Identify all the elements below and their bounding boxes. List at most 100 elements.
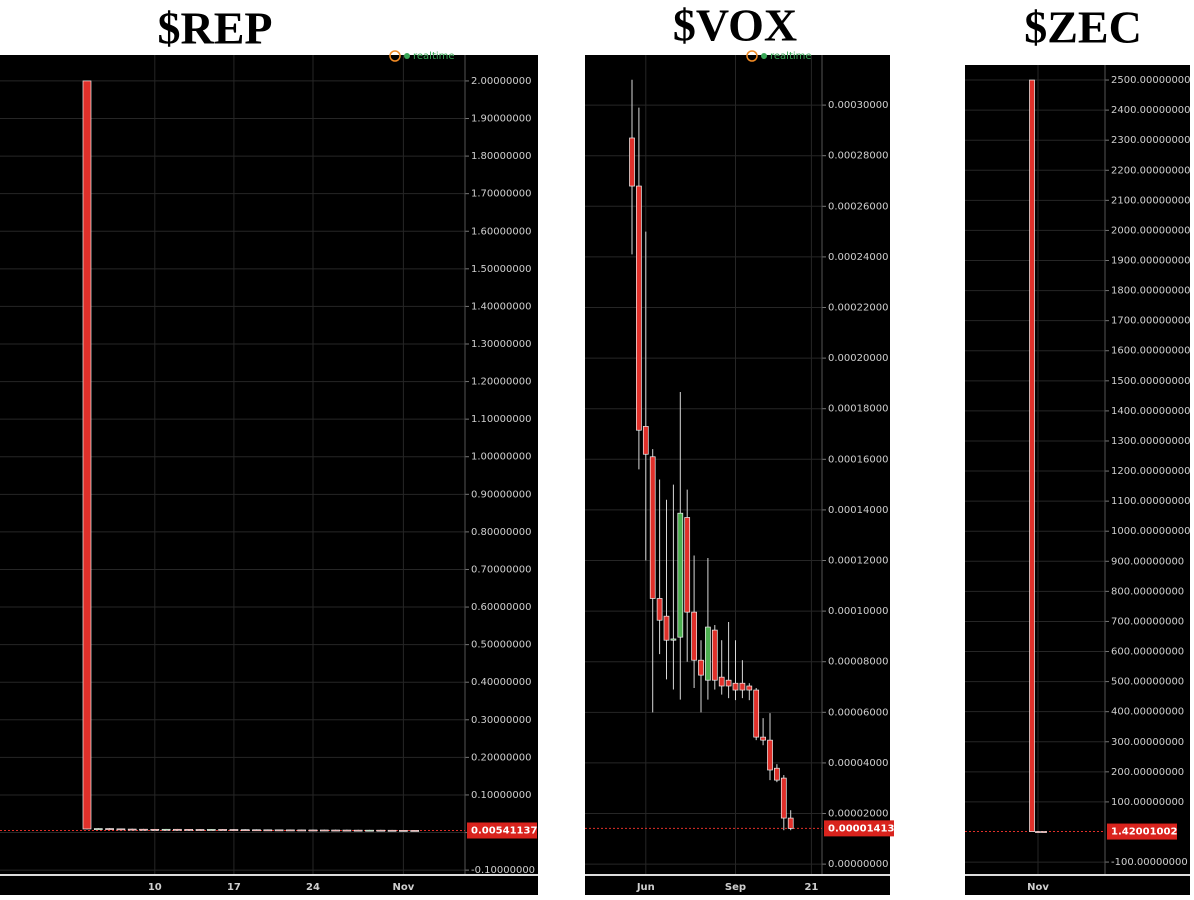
y-tick-label: 1.80000000 [471, 151, 531, 162]
panel-background [965, 65, 1190, 895]
y-tick-label: -100.00000000 [1111, 857, 1188, 868]
y-tick-label: 0.00020000 [828, 353, 888, 364]
candle-body [1035, 831, 1041, 833]
last-price-box [467, 822, 537, 839]
y-tick-label: 0.20000000 [471, 752, 531, 763]
candle-body [319, 829, 329, 832]
realtime-icon [746, 50, 758, 62]
candle-body [82, 80, 92, 830]
candle-body [297, 829, 307, 832]
realtime-label: realtime [770, 51, 812, 62]
y-tick-label: 0.50000000 [471, 640, 531, 651]
y-tick-label: 1200.00000000 [1111, 466, 1191, 477]
candle-body [787, 817, 794, 829]
last-price-box [824, 820, 894, 837]
candle-body [649, 456, 656, 599]
y-tick-label: 1400.00000000 [1111, 406, 1191, 417]
candle-body [127, 828, 137, 831]
y-tick-label: 800.00000000 [1111, 586, 1184, 597]
y-tick-label: 2000.00000000 [1111, 225, 1191, 236]
y-tick-label: 0.00002000 [828, 809, 888, 820]
candle-body [263, 829, 273, 832]
candle-body [663, 615, 670, 641]
y-tick-label: 1.10000000 [471, 414, 531, 425]
y-tick-label: 700.00000000 [1111, 616, 1184, 627]
candle-body [331, 829, 340, 832]
candle-body [93, 828, 103, 830]
y-tick-label: 2.00000000 [471, 76, 531, 87]
y-tick-label: 0.00004000 [828, 758, 888, 769]
y-tick-label: 0.00028000 [828, 151, 888, 162]
y-tick-label: 0.30000000 [471, 715, 531, 726]
realtime-label: realtime [413, 51, 455, 62]
y-tick-label: 2200.00000000 [1111, 165, 1191, 176]
candle-body [195, 829, 205, 831]
candle-body [670, 638, 677, 641]
y-tick-label: 0.00030000 [828, 100, 888, 111]
candle-body [184, 829, 194, 831]
last-price-label: 0.00541137 [471, 826, 537, 837]
y-tick-label: 0.00014000 [828, 505, 888, 516]
candle-body [718, 676, 725, 687]
y-tick-label: 0.70000000 [471, 564, 531, 575]
y-tick-label: 1600.00000000 [1111, 346, 1191, 357]
candle-body [161, 828, 171, 831]
y-tick-label: 0.10000000 [471, 790, 531, 801]
y-tick-label: 1500.00000000 [1111, 376, 1191, 387]
realtime-icon [389, 50, 401, 62]
candle-body [677, 512, 684, 638]
y-tick-label: 300.00000000 [1111, 737, 1184, 748]
y-tick-label: 900.00000000 [1111, 556, 1184, 567]
y-tick-label: 1.60000000 [471, 226, 531, 237]
candle-body [774, 767, 780, 781]
y-tick-label: 0.60000000 [471, 602, 531, 613]
y-tick-label: 1.50000000 [471, 264, 531, 275]
realtime-dot [761, 53, 767, 59]
candle-body [629, 137, 635, 187]
x-tick-label: 10 [148, 882, 162, 893]
y-tick-label: 600.00000000 [1111, 647, 1184, 658]
y-tick-label: 2300.00000000 [1111, 135, 1191, 146]
y-tick-label: 2500.00000000 [1111, 75, 1191, 86]
candle-body [636, 185, 642, 431]
x-tick-label: Nov [1027, 882, 1049, 893]
candle-body [691, 611, 697, 661]
candle-body [218, 829, 227, 831]
last-price-label: 0.00001413 [828, 823, 894, 834]
candle-body [116, 828, 126, 831]
y-tick-label: 500.00000000 [1111, 677, 1184, 688]
y-tick-label: 0.90000000 [471, 489, 531, 500]
x-tick-label: Jun [636, 882, 655, 893]
candle-body [286, 829, 295, 832]
candle-body [725, 679, 732, 687]
candle-body [767, 739, 773, 771]
y-tick-label: 1300.00000000 [1111, 436, 1191, 447]
candle-body [173, 828, 182, 831]
y-tick-label: 0.00010000 [828, 606, 888, 617]
y-tick-label: 1.30000000 [471, 339, 531, 350]
y-tick-label: 2400.00000000 [1111, 105, 1191, 116]
candle-body [711, 629, 718, 681]
y-tick-label: 2100.00000000 [1111, 195, 1191, 206]
y-tick-label: 0.00008000 [828, 657, 888, 668]
candle-body [252, 829, 261, 832]
x-tick-label: 21 [804, 882, 818, 893]
x-tick-label: 24 [306, 882, 320, 893]
candle-body [206, 829, 216, 831]
last-price-label: 1.42001002 [1111, 827, 1177, 838]
candle-body [342, 829, 352, 832]
candle-body [1029, 79, 1035, 832]
y-tick-label: 1.90000000 [471, 114, 531, 125]
y-tick-label: 1000.00000000 [1111, 526, 1191, 537]
y-tick-label: 1.20000000 [471, 377, 531, 388]
realtime-dot [404, 53, 410, 59]
y-tick-label: 1800.00000000 [1111, 286, 1191, 297]
candle-body [698, 659, 704, 676]
candle-body [376, 829, 386, 832]
y-tick-label: 1900.00000000 [1111, 256, 1191, 267]
candle-body [150, 828, 160, 831]
y-tick-label: 100.00000000 [1111, 797, 1184, 808]
x-tick-label: Sep [725, 882, 746, 893]
candle-body [240, 829, 250, 832]
candle-body [308, 829, 318, 832]
